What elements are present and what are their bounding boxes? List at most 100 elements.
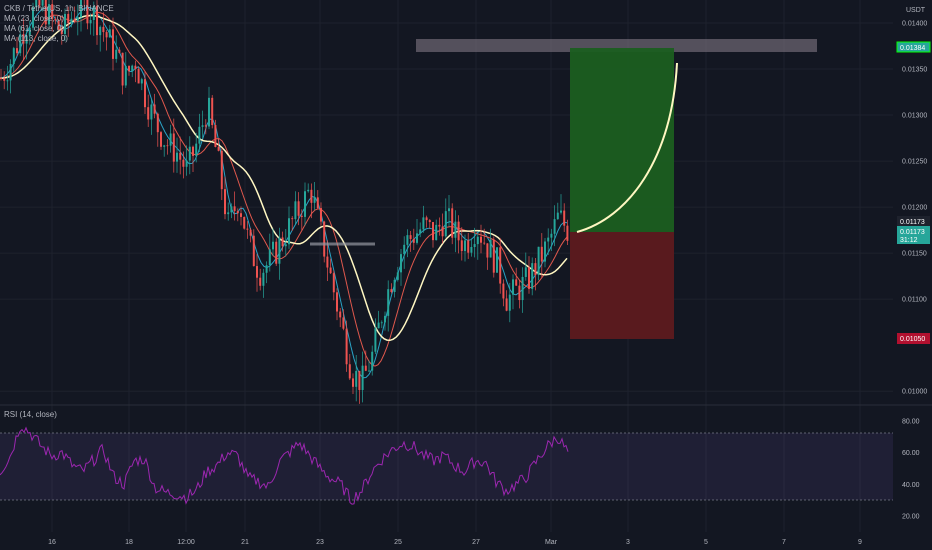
candle-body xyxy=(32,7,34,28)
candle-body xyxy=(432,222,434,241)
price-tick: 0.01250 xyxy=(902,159,927,166)
time-tick: Mar xyxy=(545,539,558,546)
candle-body xyxy=(499,247,502,284)
candle-body xyxy=(470,247,473,253)
candle-body xyxy=(304,191,306,217)
target-zone-bar[interactable] xyxy=(416,39,817,52)
grid-lines xyxy=(0,0,893,532)
ma-23-label[interactable]: MA (23, close, 0) xyxy=(4,14,65,23)
candle-body xyxy=(451,208,454,238)
candle-body xyxy=(220,150,223,190)
candle-body xyxy=(204,125,207,127)
candle-body xyxy=(38,0,41,6)
symbol-title[interactable]: CKB / TetherUS, 1h, BINANCE xyxy=(4,4,114,13)
candle-body xyxy=(384,315,386,323)
candle-body xyxy=(265,265,268,273)
candle-body xyxy=(393,279,396,293)
candle-body xyxy=(441,226,444,237)
candle-body xyxy=(236,211,239,214)
price-tick: 0.01400 xyxy=(902,21,927,28)
candle-body xyxy=(307,189,310,192)
price-scale[interactable] xyxy=(893,0,932,550)
candle-body xyxy=(188,146,191,161)
ma-61-line xyxy=(0,11,568,367)
candle-body xyxy=(243,216,246,229)
candle-body xyxy=(326,256,329,268)
candle-body xyxy=(73,18,76,22)
candle-body xyxy=(185,160,188,167)
candle-body xyxy=(12,48,15,64)
profit-zone[interactable] xyxy=(570,48,674,232)
candle-body xyxy=(233,206,236,212)
candle-body xyxy=(288,218,290,245)
candle-body xyxy=(352,378,354,387)
candle-body xyxy=(320,208,322,222)
candle-body xyxy=(435,224,438,241)
candle-body xyxy=(256,266,258,278)
rsi-title[interactable]: RSI (14, close) xyxy=(4,410,57,419)
candle-body xyxy=(35,0,38,8)
candle-body xyxy=(198,126,201,144)
candle-body xyxy=(179,152,182,160)
rsi-axis-ticks: 80.00 60.00 40.00 20.00 xyxy=(902,418,920,520)
ma-113-label[interactable]: MA (113, close, 0) xyxy=(4,34,68,43)
time-tick: 7 xyxy=(782,539,786,546)
candle-body xyxy=(28,27,31,36)
candle-body xyxy=(566,225,569,241)
candle-body xyxy=(534,263,537,276)
rsi-tick: 80.00 xyxy=(902,418,920,425)
countdown-label: 31:12 xyxy=(900,237,918,244)
candle-body xyxy=(547,237,550,242)
candle-body xyxy=(323,221,326,257)
candle-body xyxy=(403,244,406,255)
candle-body xyxy=(476,236,479,245)
candle-body xyxy=(137,69,140,84)
last-price-tag: 0.01173 31:12 xyxy=(897,226,930,244)
candle-body xyxy=(550,233,553,238)
target-price-tag: 0.01384 xyxy=(896,41,931,53)
rsi-tick: 20.00 xyxy=(902,514,920,521)
candle-body xyxy=(124,66,127,86)
candle-body xyxy=(249,229,252,236)
candle-body xyxy=(227,212,230,215)
candle-body xyxy=(422,217,425,230)
candle-body xyxy=(201,125,204,127)
candle-body xyxy=(246,228,249,230)
candle-body xyxy=(457,221,460,241)
candle-body xyxy=(387,289,390,316)
rsi-tick: 60.00 xyxy=(902,450,920,457)
candle-body xyxy=(444,211,447,237)
candle-body xyxy=(211,97,214,126)
candle-body xyxy=(563,210,566,226)
candle-body xyxy=(51,4,54,19)
candle-body xyxy=(329,267,332,274)
candle-body xyxy=(540,246,543,262)
time-tick: 16 xyxy=(48,539,56,546)
candle-body xyxy=(240,213,242,217)
ma-61-label[interactable]: MA (61, close, 0) xyxy=(4,24,65,33)
candle-body xyxy=(438,224,441,227)
last-price-marker-label: 0.01173 xyxy=(900,219,925,226)
price-tick: 0.01150 xyxy=(902,251,927,258)
candle-body xyxy=(224,189,226,215)
candle-body xyxy=(150,104,153,120)
chart-legend: CKB / TetherUS, 1h, BINANCE MA (23, clos… xyxy=(4,4,114,44)
candle-body xyxy=(531,263,534,289)
time-tick: 12:00 xyxy=(177,539,195,546)
candle-body xyxy=(112,29,114,59)
rsi-band xyxy=(0,433,893,500)
candle-body xyxy=(300,215,303,217)
candle-body xyxy=(294,201,297,220)
candle-body xyxy=(528,267,530,289)
candle-body xyxy=(560,210,562,213)
candle-body xyxy=(70,18,73,24)
candle-body xyxy=(169,133,172,146)
candle-body xyxy=(121,52,124,86)
candle-body xyxy=(396,272,399,280)
rsi-line xyxy=(0,426,569,505)
time-scale[interactable] xyxy=(0,532,893,550)
loss-zone[interactable] xyxy=(570,232,674,339)
candle-body xyxy=(374,328,377,352)
time-tick: 5 xyxy=(704,539,708,546)
